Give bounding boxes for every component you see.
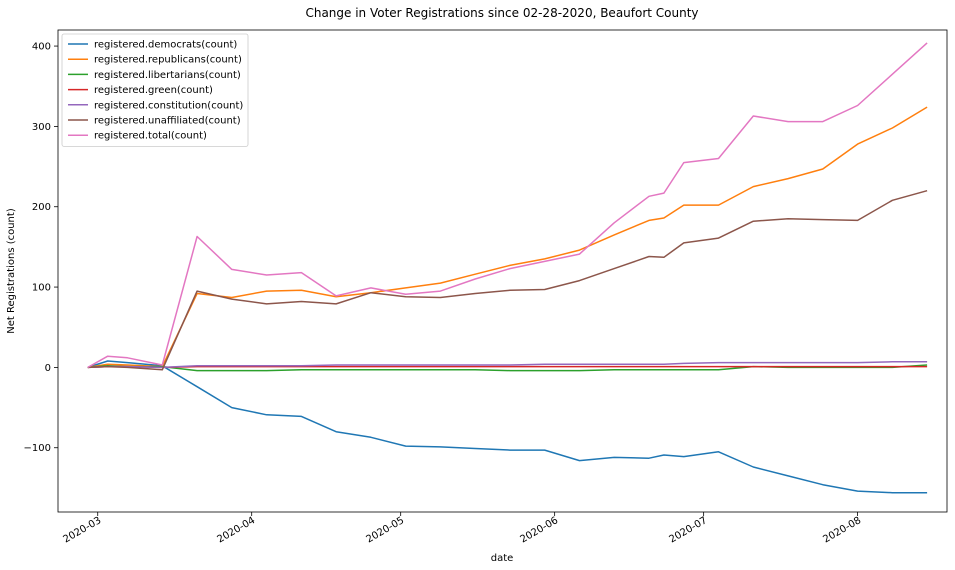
y-tick-label: 0 xyxy=(45,363,51,374)
plot-area xyxy=(87,42,928,494)
chart-title: Change in Voter Registrations since 02-2… xyxy=(305,6,698,20)
legend-entry: registered.republicans(count) xyxy=(94,55,242,66)
x-tick-label: 2020-04 xyxy=(215,515,257,545)
x-tick-label: 2020-08 xyxy=(821,515,863,545)
y-tick-label: 300 xyxy=(32,122,51,133)
y-axis: −100 0 100 200 300 400 xyxy=(24,42,58,454)
legend-entry: registered.democrats(count) xyxy=(94,40,237,51)
series-line-0 xyxy=(87,360,928,494)
legend-box xyxy=(61,33,249,147)
y-tick-label: −100 xyxy=(24,443,51,454)
legend-entry: registered.libertarians(count) xyxy=(94,70,241,81)
x-tick-label: 2020-05 xyxy=(364,515,406,545)
series-line-4 xyxy=(87,361,928,369)
x-tick-label: 2020-03 xyxy=(62,515,104,545)
y-tick-label: 400 xyxy=(32,42,51,53)
x-axis: 2020-03 2020-04 2020-05 2020-06 2020-07 2020-… xyxy=(62,512,863,545)
x-tick-label: 2020-07 xyxy=(667,515,709,545)
series-line-3 xyxy=(87,365,928,369)
y-tick-label: 200 xyxy=(32,202,51,213)
x-tick-label: 2020-06 xyxy=(518,515,560,545)
y-tick-label: 100 xyxy=(32,283,51,294)
y-axis-label: Net Registrations (count) xyxy=(6,208,17,334)
legend-entry: registered.constitution(count) xyxy=(94,100,243,111)
series-line-1 xyxy=(87,106,928,369)
x-axis-label: date xyxy=(491,553,514,564)
legend-entry: registered.green(count) xyxy=(94,85,213,96)
plot-frame xyxy=(57,29,948,513)
legend-entry: registered.unaffiliated(count) xyxy=(94,116,241,127)
series-line-5 xyxy=(87,189,928,371)
legend-entry: registered.total(count) xyxy=(94,131,207,142)
legend: registered.democrats(count) registered.re… xyxy=(61,33,249,147)
series-line-6 xyxy=(87,42,928,369)
